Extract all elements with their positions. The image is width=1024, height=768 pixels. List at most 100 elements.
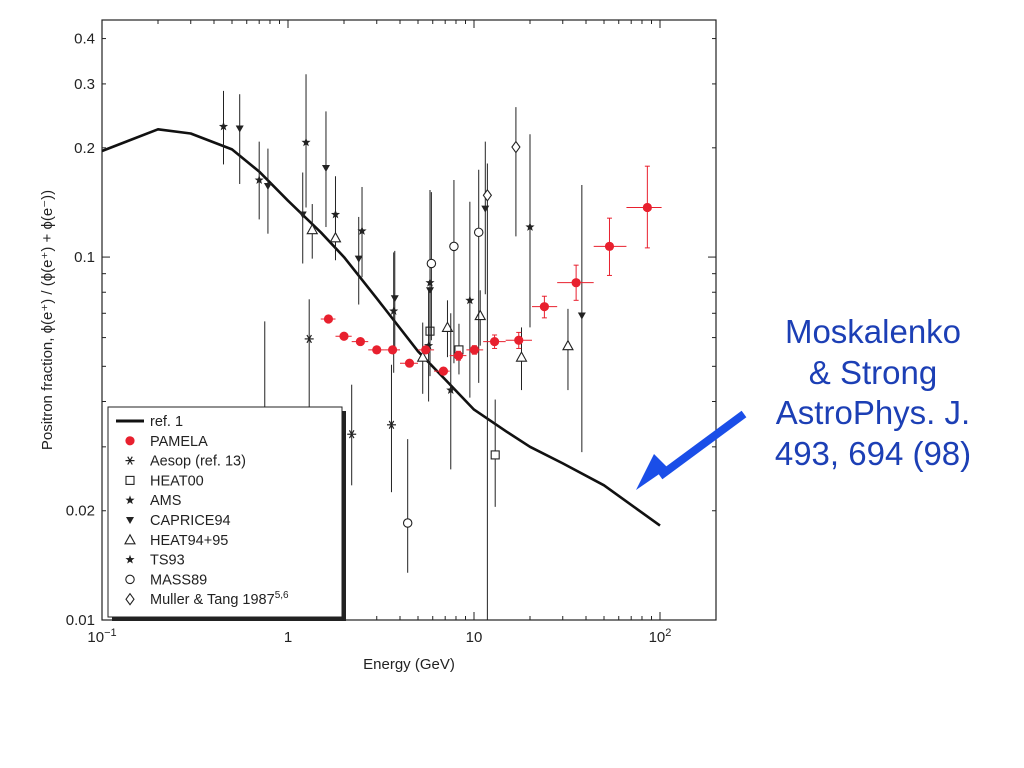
caprice94-point bbox=[390, 295, 399, 303]
muller-tang-1987-point bbox=[482, 188, 493, 202]
pamela-point bbox=[323, 314, 334, 324]
legend: ref. 1 PAMELA Aesop (ref. 13) HEAT00 AMS CAPR… bbox=[107, 406, 346, 621]
ams-point bbox=[525, 222, 535, 231]
arrow-head bbox=[636, 454, 668, 490]
series-mass89 bbox=[402, 169, 484, 573]
caprice94-point bbox=[263, 182, 272, 190]
citation-annotation: Moskalenko & Strong AstroPhys. J. 493, 6… bbox=[742, 312, 1004, 474]
legend-marker bbox=[124, 533, 136, 545]
legend-entry: TS93 bbox=[150, 553, 185, 569]
mass89-point bbox=[426, 258, 437, 269]
caprice94-point bbox=[354, 255, 363, 263]
caprice94-point bbox=[235, 125, 244, 133]
plot-frame bbox=[101, 19, 717, 621]
ts93-point bbox=[424, 340, 434, 350]
asterisk-stroke bbox=[306, 334, 312, 344]
y-tick-label: 0.4 bbox=[74, 31, 95, 48]
legend-entry: Aesop (ref. 13) bbox=[150, 454, 246, 470]
citation-line-2: & Strong bbox=[808, 353, 938, 391]
pamela-point bbox=[421, 345, 431, 355]
x-tick-label: 10−1 bbox=[87, 627, 116, 646]
heat94-95-point bbox=[416, 351, 429, 362]
caprice94-point bbox=[321, 164, 330, 172]
pamela-point bbox=[604, 241, 615, 252]
annotation-arrow bbox=[636, 410, 747, 490]
ams-point bbox=[465, 295, 475, 305]
pamela-point bbox=[387, 345, 398, 355]
legend-marker bbox=[125, 475, 135, 485]
legend-marker bbox=[125, 574, 135, 585]
legend-entry: MASS89 bbox=[150, 572, 207, 588]
legend-marker bbox=[125, 436, 135, 446]
arrow-shaft bbox=[657, 410, 747, 480]
heat94-95-point bbox=[329, 231, 342, 243]
x-tick-label: 10 bbox=[466, 629, 483, 646]
x-axis: 10−1 1 10 102 Energy (GeV) bbox=[87, 20, 717, 673]
legend-entry: PAMELA bbox=[150, 434, 208, 450]
pamela-point bbox=[514, 335, 524, 345]
asterisk-stroke bbox=[388, 420, 395, 430]
aesop-ref-13-point bbox=[386, 420, 396, 430]
ams-point bbox=[389, 306, 399, 315]
y-tick-label: 0.2 bbox=[74, 140, 95, 157]
muller-tang-1987-point bbox=[511, 140, 521, 154]
series-heat94-95 bbox=[306, 204, 574, 394]
citation-line-3: AstroPhys. J. bbox=[775, 394, 971, 432]
legend-entry: CAPRICE94 bbox=[150, 513, 231, 529]
citation-line-1: Moskalenko bbox=[784, 313, 962, 350]
ams-point bbox=[330, 209, 341, 219]
ref-1-curve bbox=[101, 128, 661, 527]
caprice94-point bbox=[577, 312, 586, 320]
legend-entry: ref. 1 bbox=[150, 414, 183, 430]
aesop-ref-13-point bbox=[304, 334, 314, 344]
x-tick-label: 102 bbox=[649, 627, 672, 646]
ams-point bbox=[254, 175, 264, 184]
aesop-ref-13-point bbox=[347, 430, 357, 439]
x-tick-exponent: −1 bbox=[104, 627, 117, 639]
plot-area bbox=[101, 74, 662, 620]
series-ref-1 bbox=[101, 128, 661, 527]
ams-point bbox=[357, 226, 367, 235]
pamela-point bbox=[438, 366, 449, 376]
legend-box bbox=[107, 406, 343, 618]
legend-entry: HEAT94+95 bbox=[150, 533, 228, 549]
pamela-point bbox=[489, 336, 500, 347]
heat94-95-point bbox=[306, 223, 319, 235]
heat94-95-point bbox=[474, 309, 487, 321]
heat94-95-point bbox=[562, 339, 574, 351]
legend-entry: HEAT00 bbox=[150, 473, 204, 489]
asterisk-stroke bbox=[348, 430, 355, 439]
series-caprice94 bbox=[235, 94, 586, 453]
legend-marker bbox=[126, 517, 134, 524]
pamela-point bbox=[539, 302, 549, 312]
legend-entry: Muller & Tang 19875,6 bbox=[150, 590, 289, 608]
x-tick-exponent: 2 bbox=[665, 627, 671, 639]
caprice94-point bbox=[481, 205, 490, 213]
ts93-point bbox=[446, 385, 456, 394]
series-ts93 bbox=[424, 290, 456, 470]
legend-marker bbox=[125, 456, 135, 465]
series-pamela bbox=[320, 165, 662, 376]
pamela-point bbox=[453, 351, 464, 361]
series-muller-tang-1987 bbox=[482, 107, 521, 620]
legend-entry: AMS bbox=[150, 493, 181, 509]
y-axis: 0.01 0.02 0.1 0.2 0.3 0.4 Positron fraction, ϕ… bbox=[39, 31, 716, 629]
heat94-95-point bbox=[515, 351, 528, 362]
pamela-point bbox=[642, 202, 652, 213]
pamela-point bbox=[404, 358, 415, 368]
legend-superscript: 5,6 bbox=[275, 590, 289, 601]
mass89-point bbox=[473, 227, 484, 238]
y-tick-label: 0.02 bbox=[66, 503, 95, 520]
heat94-95-point bbox=[441, 321, 454, 332]
mass89-point bbox=[402, 518, 413, 528]
legend-marker bbox=[125, 592, 135, 606]
y-axis-label: Positron fraction, ϕ(e⁺) / (ϕ(e⁺) + ϕ(e⁻… bbox=[39, 190, 56, 450]
y-tick-label: 0.01 bbox=[66, 612, 95, 629]
legend-marker bbox=[125, 495, 135, 505]
y-tick-label: 0.1 bbox=[74, 249, 95, 266]
pamela-point bbox=[469, 345, 480, 355]
caprice94-point bbox=[298, 211, 307, 219]
pamela-point bbox=[571, 278, 581, 288]
heat00-point bbox=[490, 450, 500, 460]
